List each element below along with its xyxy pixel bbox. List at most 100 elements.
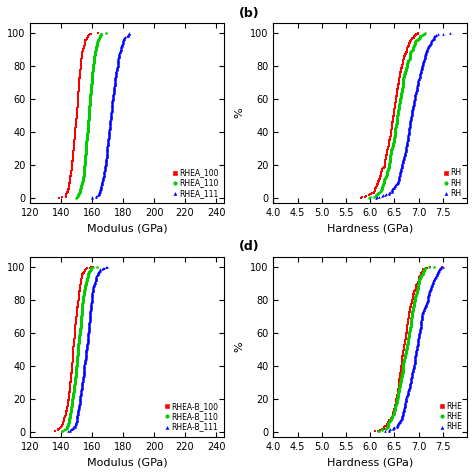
Point (406, 50, 414, 57)
Point (390, 113, 397, 121)
Point (72, 374, 79, 382)
Point (410, 42, 418, 50)
Point (414, 81, 421, 88)
Legend: RH, RH, RH: RH, RH, RH (443, 167, 463, 199)
Point (396, 70, 404, 78)
Point (403, 46, 411, 53)
Point (390, 136, 398, 144)
Point (372, 184, 380, 191)
Point (67, 378, 74, 386)
Point (77, 323, 84, 331)
Point (70, 139, 78, 147)
Point (394, 83, 401, 91)
Point (67, 170, 75, 177)
X-axis label: Hardness (GPa): Hardness (GPa) (327, 457, 413, 467)
Point (395, 173, 403, 181)
Point (421, 304, 428, 312)
Point (87, 301, 95, 309)
Point (56, 425, 64, 432)
Point (68, 403, 75, 411)
Point (73, 311, 81, 319)
Point (388, 125, 395, 132)
Point (115, 56, 122, 64)
Point (74, 343, 82, 351)
Point (399, 61, 406, 69)
Point (432, 273, 440, 281)
Point (78, 55, 85, 63)
Point (73, 316, 80, 324)
Point (70, 387, 78, 395)
Point (65, 182, 73, 190)
Point (405, 313, 412, 321)
Point (68, 398, 76, 406)
Point (401, 151, 409, 158)
Point (393, 395, 401, 403)
Point (400, 154, 408, 162)
Point (71, 135, 78, 143)
Point (394, 390, 402, 398)
Point (403, 329, 410, 337)
Point (374, 178, 382, 185)
Point (404, 318, 411, 326)
Point (86, 94, 94, 102)
Point (395, 176, 402, 184)
Point (374, 178, 382, 186)
Point (120, 36, 128, 43)
Point (71, 381, 78, 388)
Point (80, 173, 87, 180)
Point (78, 381, 86, 389)
Point (408, 315, 415, 322)
Point (380, 423, 388, 431)
Point (374, 189, 382, 196)
Point (125, 31, 132, 38)
Point (412, 346, 420, 354)
Point (65, 184, 73, 191)
Point (87, 264, 95, 272)
Point (399, 354, 406, 362)
Point (69, 356, 76, 364)
Point (82, 138, 90, 146)
Point (406, 121, 414, 128)
Point (404, 58, 412, 65)
Point (408, 373, 416, 380)
Point (75, 337, 82, 344)
Point (72, 320, 80, 328)
Point (428, 37, 435, 45)
Point (92, 193, 100, 201)
Point (394, 391, 401, 399)
Point (390, 406, 398, 413)
Point (401, 337, 409, 345)
Point (90, 61, 97, 68)
Point (417, 270, 425, 277)
Point (400, 54, 408, 61)
Point (414, 79, 421, 86)
Point (392, 121, 400, 128)
Point (79, 49, 86, 56)
Point (403, 61, 411, 68)
Point (398, 163, 405, 171)
Point (383, 171, 390, 179)
Point (384, 145, 392, 153)
Point (395, 381, 403, 388)
Point (104, 140, 111, 148)
Point (405, 130, 412, 137)
Point (81, 359, 89, 366)
Point (74, 351, 82, 359)
Point (73, 413, 81, 420)
Point (103, 263, 110, 271)
Point (116, 50, 123, 57)
Point (406, 309, 413, 316)
Point (88, 298, 95, 306)
Point (395, 388, 403, 395)
Point (76, 73, 83, 81)
Point (425, 291, 433, 298)
Point (415, 34, 423, 42)
Point (84, 127, 91, 134)
Point (68, 404, 75, 412)
Point (70, 346, 77, 354)
Point (105, 131, 113, 139)
Point (74, 349, 82, 356)
Point (389, 143, 396, 151)
Point (407, 115, 415, 123)
Point (116, 49, 123, 56)
